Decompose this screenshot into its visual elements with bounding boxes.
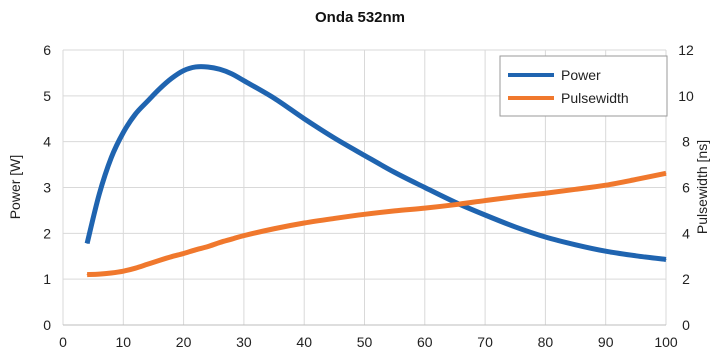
data-point-power <box>273 97 275 99</box>
data-point-power <box>86 242 88 244</box>
data-point-pulsewidth <box>575 188 577 190</box>
data-point-power <box>183 70 185 72</box>
data-point-power <box>207 66 209 68</box>
series-line-pulsewidth <box>87 170 667 278</box>
data-point-pulsewidth <box>110 272 112 274</box>
data-point-pulsewidth <box>146 263 148 265</box>
data-point-pulsewidth <box>98 273 100 275</box>
x-tick-label: 0 <box>59 334 67 350</box>
data-point-pulsewidth <box>514 196 516 198</box>
data-point-power <box>98 193 100 195</box>
data-point-pulsewidth <box>544 192 546 194</box>
data-point-power <box>605 250 607 252</box>
data-point-power <box>665 258 667 260</box>
y-tick-label: 4 <box>43 134 51 150</box>
data-point-pulsewidth <box>195 249 197 251</box>
x-tick-label: 80 <box>538 334 554 350</box>
data-point-pulsewidth <box>134 267 136 269</box>
data-point-pulsewidth <box>605 184 607 186</box>
x-tick-label: 10 <box>116 334 132 350</box>
data-point-power <box>134 113 136 115</box>
data-point-pulsewidth <box>454 204 456 206</box>
x-tick-label: 100 <box>654 334 678 350</box>
data-point-pulsewidth <box>183 253 185 254</box>
y-tick-label: 6 <box>43 42 51 58</box>
data-point-pulsewidth <box>635 178 637 180</box>
data-point-power <box>158 88 160 90</box>
data-point-pulsewidth <box>231 238 233 240</box>
y2-tick-label: 12 <box>678 42 694 58</box>
data-point-power <box>303 118 305 120</box>
x-tick-label: 40 <box>296 334 312 350</box>
data-point-pulsewidth <box>394 210 396 212</box>
y2-tick-label: 2 <box>682 271 690 287</box>
x-tick-label: 70 <box>477 334 493 350</box>
data-point-pulsewidth <box>333 217 335 219</box>
y-axis-label: Power [W] <box>7 155 23 220</box>
data-point-power <box>544 236 546 238</box>
y2-tick-label: 6 <box>682 180 690 196</box>
right-axis-ticks: 0 2 4 6 8 10 12 <box>678 42 694 333</box>
x-tick-label: 60 <box>417 334 433 350</box>
data-point-power <box>195 66 197 68</box>
data-point-power <box>243 80 245 82</box>
y2-tick-label: 0 <box>682 317 690 333</box>
legend-label-pulsewidth: Pulsewidth <box>561 90 629 106</box>
data-point-pulsewidth <box>207 246 209 248</box>
data-point-power <box>231 73 233 75</box>
x-axis-ticks: 0 10 20 30 40 50 60 70 80 90 100 <box>59 334 678 350</box>
data-point-power <box>394 171 396 173</box>
data-point-power <box>110 157 112 159</box>
data-point-pulsewidth <box>424 207 426 209</box>
legend: Power Pulsewidth <box>499 55 668 117</box>
series-line-power <box>84 64 667 262</box>
series-group <box>84 64 667 278</box>
y2-tick-label: 4 <box>682 225 690 241</box>
data-point-power <box>514 226 516 228</box>
data-point-power <box>219 68 221 70</box>
chart-title: Onda 532nm <box>315 9 405 26</box>
x-tick-label: 90 <box>598 334 614 350</box>
data-point-pulsewidth <box>665 172 667 174</box>
y2-tick-label: 8 <box>682 134 690 150</box>
data-point-power <box>122 132 124 133</box>
legend-label-power: Power <box>561 67 601 83</box>
data-point-power <box>364 154 365 156</box>
data-point-pulsewidth <box>303 222 305 224</box>
x-tick-label: 50 <box>357 334 373 350</box>
y-tick-label: 2 <box>43 225 51 241</box>
data-point-power <box>333 137 335 139</box>
data-point-pulsewidth <box>158 259 160 261</box>
data-point-pulsewidth <box>219 242 221 243</box>
y-tick-label: 0 <box>43 317 51 333</box>
data-point-pulsewidth <box>484 200 486 202</box>
data-point-power <box>575 244 577 246</box>
data-point-power <box>146 100 148 102</box>
y2-tick-label: 10 <box>678 88 694 104</box>
x-tick-label: 20 <box>176 334 192 350</box>
data-point-power <box>424 187 426 188</box>
data-point-power <box>171 77 173 79</box>
data-point-power <box>484 214 486 216</box>
y-tick-label: 5 <box>43 88 51 104</box>
y2-axis-label: Pulsewidth [ns] <box>694 140 710 234</box>
data-point-pulsewidth <box>171 256 173 258</box>
data-point-pulsewidth <box>243 235 245 237</box>
x-tick-label: 30 <box>236 334 252 350</box>
y-tick-label: 3 <box>43 180 51 196</box>
y-tick-label: 1 <box>43 271 51 287</box>
left-axis-ticks: 0 1 2 3 4 5 6 <box>43 42 51 333</box>
data-point-power <box>635 255 637 257</box>
data-point-pulsewidth <box>273 228 275 230</box>
data-point-pulsewidth <box>86 274 88 276</box>
data-point-pulsewidth <box>122 270 124 272</box>
data-point-pulsewidth <box>364 213 365 215</box>
legend-box <box>499 55 668 117</box>
